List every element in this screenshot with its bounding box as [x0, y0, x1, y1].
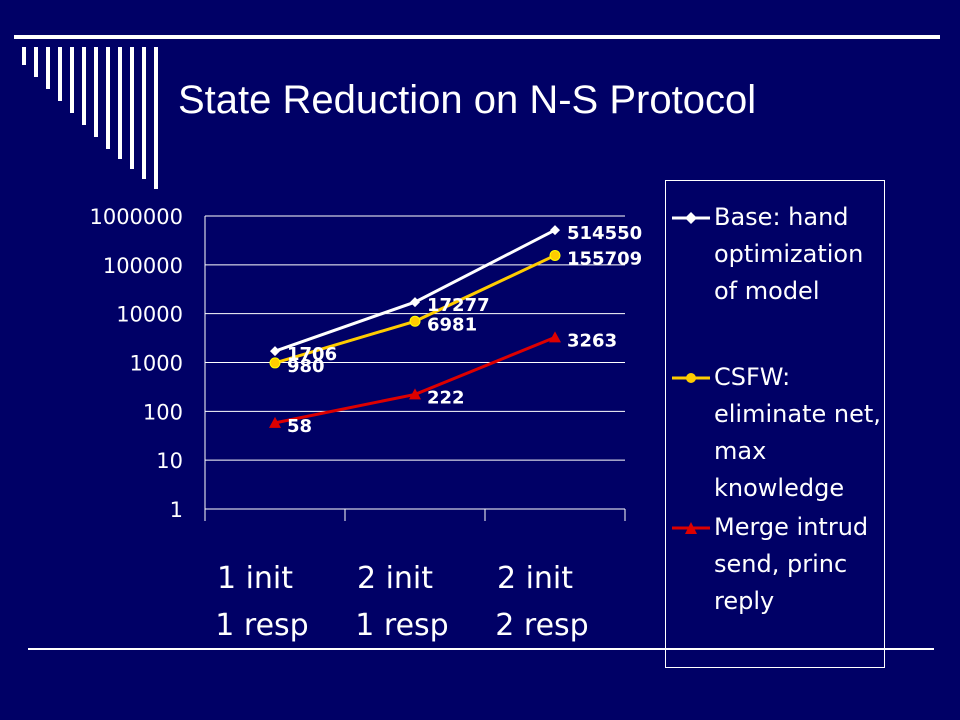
- data-point: [549, 249, 561, 261]
- data-label: 980: [287, 356, 325, 377]
- legend-swatch-circle-icon: [672, 373, 710, 383]
- data-point: [269, 357, 281, 369]
- y-tick-label: 1000: [130, 352, 183, 376]
- data-label: 1706: [287, 344, 337, 365]
- category-line1: 2 init: [496, 561, 574, 596]
- series-line-0: [274, 228, 556, 353]
- category-label: 1 init 1 resp: [200, 556, 310, 649]
- category-label: 2 init 2 resp: [480, 556, 590, 649]
- data-label: 3263: [567, 330, 617, 351]
- category-line2: 2 resp: [495, 607, 589, 643]
- category-line2: 1 resp: [215, 607, 309, 643]
- legend-label: Base: hand optimization of model: [714, 203, 864, 305]
- category-line1: 1 init: [216, 561, 294, 596]
- category-label: 2 init 1 resp: [340, 556, 450, 649]
- y-tick-label: 100000: [103, 254, 183, 278]
- y-tick-label: 100: [143, 400, 183, 424]
- data-point: [409, 388, 421, 400]
- data-label: 514550: [567, 223, 642, 244]
- legend-swatch-diamond-icon: [672, 212, 710, 224]
- data-point: [270, 346, 280, 357]
- slide-title: State Reduction on N-S Protocol: [178, 78, 757, 122]
- legend-label: CSFW: eliminate net, max knowledge: [714, 363, 881, 502]
- y-tick-label: 10000: [116, 303, 183, 327]
- y-tick-label: 10: [156, 449, 183, 473]
- legend-swatch-triangle-icon: [672, 522, 710, 534]
- decorative-bars: [22, 47, 158, 189]
- data-point: [409, 315, 421, 327]
- data-label: 17277: [427, 295, 490, 316]
- data-point: [269, 416, 281, 428]
- y-tick-label: 1: [170, 498, 183, 522]
- y-tick-label: 1000000: [89, 205, 183, 229]
- data-label: 6981: [427, 314, 477, 335]
- data-label: 222: [427, 387, 465, 408]
- data-point: [549, 331, 561, 343]
- top-rule: [14, 35, 940, 39]
- data-point: [550, 225, 560, 236]
- bottom-rule: [28, 648, 934, 650]
- legend-label: Merge intrud send, princ reply: [714, 513, 869, 615]
- category-labels: 1 init 1 resp 2 init 1 resp 2 init 2 res…: [0, 556, 960, 656]
- category-line1: 2 init: [356, 561, 434, 596]
- data-point: [410, 297, 420, 308]
- data-label: 155709: [567, 248, 642, 269]
- category-line2: 1 resp: [355, 607, 449, 643]
- chart-legend: Base: hand optimization of model CSFW: e…: [665, 180, 885, 668]
- data-label: 58: [287, 416, 312, 437]
